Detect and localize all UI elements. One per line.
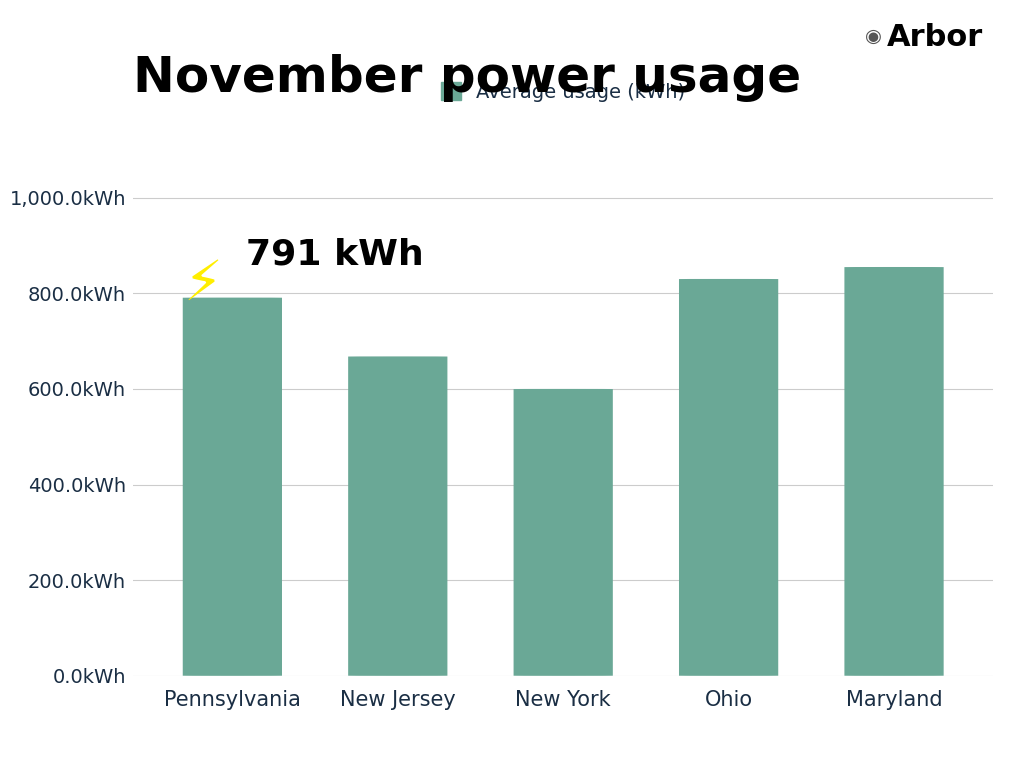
Text: Arbor: Arbor (887, 23, 983, 52)
FancyBboxPatch shape (182, 297, 282, 676)
Text: November power usage: November power usage (133, 54, 801, 102)
Text: 791 kWh: 791 kWh (246, 237, 423, 271)
FancyBboxPatch shape (845, 267, 944, 676)
Text: ◉: ◉ (865, 27, 883, 46)
Text: ⚡: ⚡ (183, 258, 222, 312)
FancyBboxPatch shape (679, 279, 778, 676)
Legend: Average usage (kWh): Average usage (kWh) (441, 82, 685, 101)
FancyBboxPatch shape (514, 389, 612, 676)
FancyBboxPatch shape (348, 356, 447, 676)
